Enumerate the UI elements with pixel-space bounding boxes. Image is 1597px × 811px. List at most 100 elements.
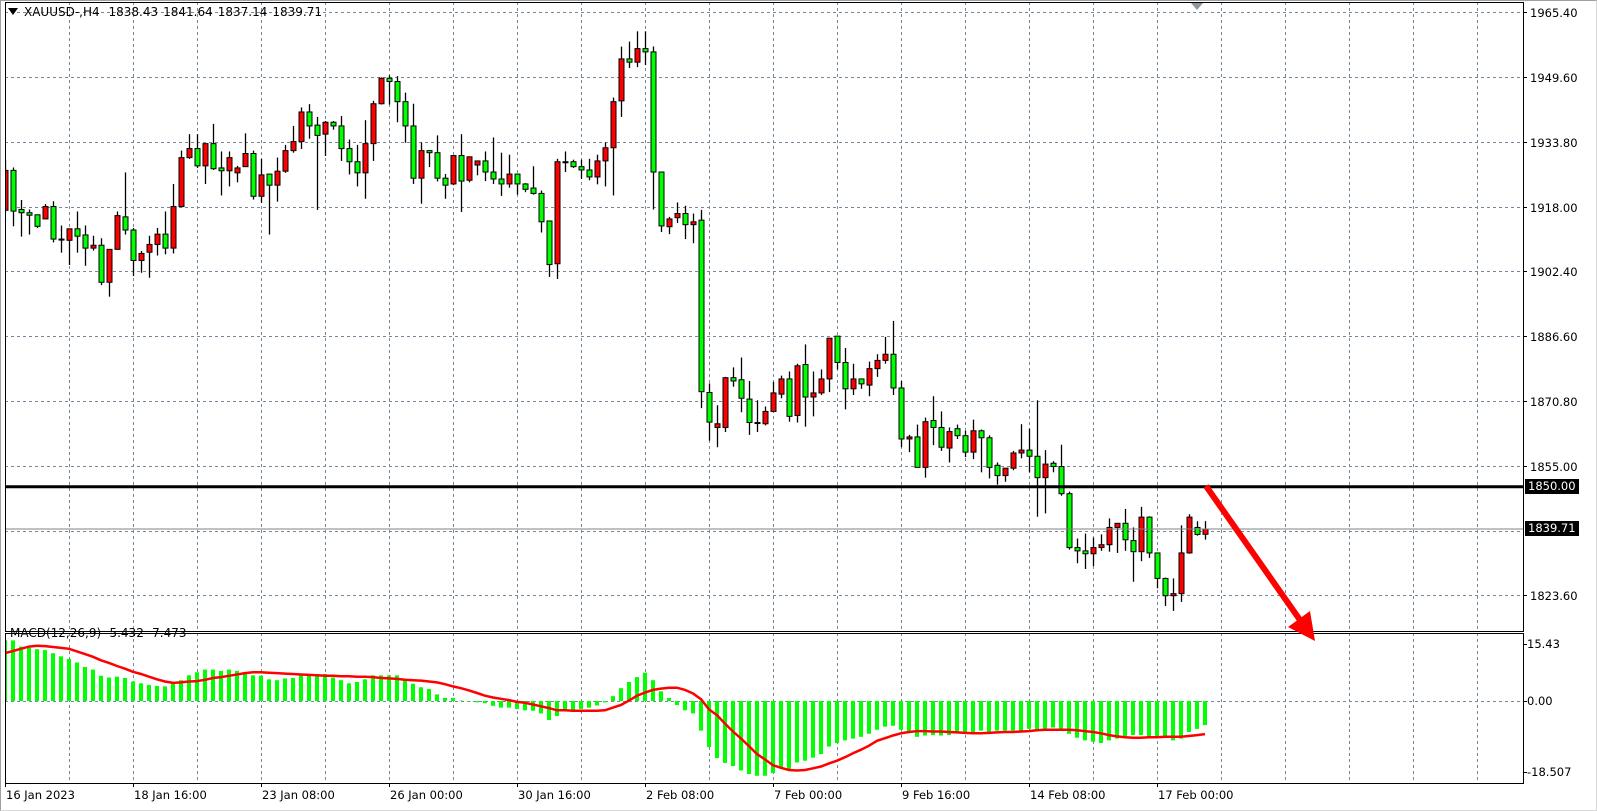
candle-body-bullish xyxy=(794,365,801,417)
macd-histogram-bar xyxy=(923,701,927,736)
macd-histogram-bar xyxy=(507,701,511,708)
macd-histogram-bar xyxy=(963,701,967,733)
candle-body-bullish xyxy=(690,221,697,226)
candle xyxy=(866,361,873,397)
candle xyxy=(858,378,865,389)
candle-body-bearish xyxy=(1146,516,1153,554)
macd-histogram-bar xyxy=(67,658,71,701)
candle-body-bullish xyxy=(674,213,681,219)
candle xyxy=(234,165,241,183)
candle-body-bearish xyxy=(194,148,201,167)
macd-histogram-bar xyxy=(363,679,367,701)
candle xyxy=(874,354,881,377)
candle-body-bullish xyxy=(1002,467,1009,477)
macd-histogram-bar xyxy=(819,701,823,755)
candle xyxy=(1186,514,1193,554)
candle xyxy=(402,92,409,143)
candle xyxy=(922,417,929,478)
price-panel xyxy=(5,31,1523,611)
caret-down-icon[interactable] xyxy=(8,8,18,15)
price-axis-label: 1965.40 xyxy=(1530,5,1578,20)
candle-body-bullish xyxy=(874,359,881,370)
candle xyxy=(690,213,697,244)
ohlc-open: 1838.43 xyxy=(108,5,159,19)
macd-histogram-bar xyxy=(523,701,527,711)
price-axis-label: 1823.60 xyxy=(1530,588,1578,603)
candle-body-bullish xyxy=(562,161,569,164)
chart-header: XAUUSD-,H4 1838.43 1841.64 1837.14 1839.71 xyxy=(8,5,327,20)
candle xyxy=(266,173,273,235)
macd-histogram-bar xyxy=(1083,701,1087,741)
candle xyxy=(666,216,673,235)
candle-body-bearish xyxy=(410,125,417,179)
candle-body-bearish xyxy=(1162,577,1169,597)
candle xyxy=(1154,552,1161,589)
candle xyxy=(186,134,193,159)
down-arrow-annotation[interactable] xyxy=(1203,484,1315,641)
candle-body-bearish xyxy=(402,101,409,127)
candle-body-bearish xyxy=(1074,547,1081,552)
candle xyxy=(1010,450,1017,471)
macd-histogram-bar xyxy=(251,675,255,701)
candle xyxy=(346,139,353,175)
candle-body-bearish xyxy=(210,143,217,170)
candle-body-bearish xyxy=(682,213,689,226)
candle-body-bullish xyxy=(234,167,241,174)
candle-body-bearish xyxy=(82,234,89,249)
macd-histogram-bar xyxy=(947,701,951,736)
macd-histogram-bar xyxy=(139,683,143,701)
candle-body-bearish xyxy=(954,428,961,437)
candle-body-bearish xyxy=(914,436,921,468)
macd-histogram-bar xyxy=(1163,701,1167,738)
macd-histogram-bar xyxy=(227,669,231,701)
macd-histogram-bar xyxy=(403,680,407,701)
macd-histogram-bar xyxy=(763,701,767,776)
candle xyxy=(450,155,457,186)
candle-body-bullish xyxy=(922,421,929,468)
macd-histogram-bar xyxy=(659,691,663,701)
chart-shift-marker-icon[interactable] xyxy=(1191,3,1203,10)
candle xyxy=(490,137,497,184)
macd-histogram-bar xyxy=(859,701,863,737)
macd-histogram-bar xyxy=(547,701,551,721)
candle-body-bullish xyxy=(418,150,425,179)
candle xyxy=(1090,537,1097,567)
macd-histogram-bar xyxy=(939,701,943,736)
candle-body-bearish xyxy=(706,392,713,423)
macd-histogram-bar xyxy=(883,701,887,727)
grid xyxy=(5,2,1527,787)
candle-body-bullish xyxy=(1098,544,1105,549)
candle-body-bearish xyxy=(458,155,465,182)
candle xyxy=(986,435,993,479)
time-axis-label: 14 Feb 08:00 xyxy=(1030,788,1106,802)
macd-histogram-bar xyxy=(1003,701,1007,731)
candle-body-bearish xyxy=(962,435,969,453)
candle-body-bullish xyxy=(1178,552,1185,595)
candle-body-bullish xyxy=(274,170,281,186)
candle-body-bullish xyxy=(466,156,473,181)
macd-histogram-bar xyxy=(195,672,199,701)
macd-histogram-bar xyxy=(955,701,959,732)
candle xyxy=(1138,506,1145,562)
candle-body-bullish xyxy=(1106,526,1113,546)
candle-body-bearish xyxy=(122,216,129,231)
candle-body-bearish xyxy=(10,169,17,212)
candle xyxy=(90,235,97,251)
candle-body-bullish xyxy=(810,392,817,398)
macd-histogram-bar xyxy=(635,677,639,701)
macd-histogram-bar xyxy=(1115,701,1119,739)
macd-histogram-bar xyxy=(1059,701,1063,731)
candle xyxy=(1162,577,1169,606)
candle xyxy=(762,406,769,426)
candle-body-bearish xyxy=(482,160,489,173)
time-axis-label: 23 Jan 08:00 xyxy=(262,788,335,802)
candle xyxy=(898,380,905,448)
candle-body-bullish xyxy=(258,174,265,197)
candle xyxy=(962,430,969,458)
candle xyxy=(538,190,545,233)
candle xyxy=(442,174,449,199)
candle xyxy=(370,100,377,161)
candle xyxy=(170,183,177,254)
candle xyxy=(130,227,137,277)
